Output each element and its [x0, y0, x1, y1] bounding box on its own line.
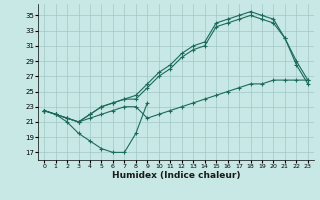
X-axis label: Humidex (Indice chaleur): Humidex (Indice chaleur) [112, 171, 240, 180]
